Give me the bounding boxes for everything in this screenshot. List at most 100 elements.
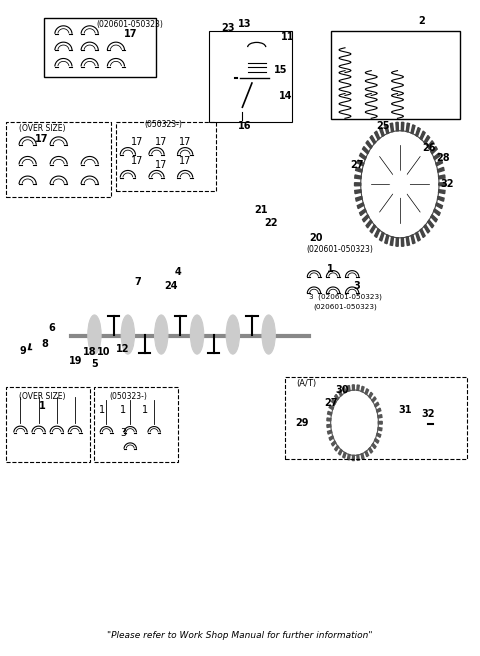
Polygon shape <box>416 232 420 241</box>
Text: 13: 13 <box>238 19 252 30</box>
Bar <box>6 122 111 197</box>
Text: (OVER SIZE): (OVER SIZE) <box>19 124 65 133</box>
Polygon shape <box>369 392 372 398</box>
Polygon shape <box>437 196 444 201</box>
Polygon shape <box>352 455 354 461</box>
Polygon shape <box>378 428 382 431</box>
Circle shape <box>364 135 436 234</box>
Polygon shape <box>335 394 339 400</box>
Text: 7: 7 <box>134 277 141 287</box>
Polygon shape <box>380 232 384 241</box>
Text: 10: 10 <box>97 346 111 356</box>
Text: (020601-050323): (020601-050323) <box>97 20 164 29</box>
Polygon shape <box>431 215 437 222</box>
Text: 17: 17 <box>131 156 144 167</box>
Circle shape <box>390 171 409 197</box>
Bar <box>248 47 266 79</box>
Polygon shape <box>406 123 409 132</box>
Polygon shape <box>372 443 376 449</box>
Text: 20: 20 <box>310 233 323 243</box>
Polygon shape <box>343 452 346 458</box>
Polygon shape <box>390 237 394 245</box>
Text: 27: 27 <box>350 159 364 170</box>
Polygon shape <box>378 415 382 418</box>
Text: 8: 8 <box>41 339 48 350</box>
Bar <box>116 122 216 191</box>
Polygon shape <box>390 123 394 132</box>
Text: 16: 16 <box>238 121 252 131</box>
Polygon shape <box>356 196 362 201</box>
Polygon shape <box>378 421 382 424</box>
Ellipse shape <box>155 315 168 354</box>
Text: 17: 17 <box>131 137 144 147</box>
Text: 17: 17 <box>35 134 48 144</box>
Text: 1: 1 <box>38 401 45 411</box>
Text: 3: 3 <box>120 428 126 438</box>
Polygon shape <box>365 451 369 457</box>
Polygon shape <box>352 385 354 390</box>
Polygon shape <box>343 387 346 393</box>
Text: 1: 1 <box>98 405 105 415</box>
Polygon shape <box>355 175 361 179</box>
Polygon shape <box>376 408 381 413</box>
Polygon shape <box>420 131 425 140</box>
Polygon shape <box>332 400 336 405</box>
Polygon shape <box>374 131 380 140</box>
Polygon shape <box>355 190 361 194</box>
Ellipse shape <box>191 315 204 354</box>
Text: 22: 22 <box>264 218 278 228</box>
Polygon shape <box>416 127 420 136</box>
Polygon shape <box>357 203 364 209</box>
Polygon shape <box>374 229 380 237</box>
Polygon shape <box>361 453 364 459</box>
Polygon shape <box>424 225 430 233</box>
Polygon shape <box>376 433 381 438</box>
Polygon shape <box>329 436 334 440</box>
Text: 28: 28 <box>436 153 450 163</box>
Polygon shape <box>328 411 332 415</box>
Text: 18: 18 <box>83 346 96 356</box>
Polygon shape <box>372 397 376 402</box>
Polygon shape <box>385 125 389 134</box>
Polygon shape <box>370 136 376 144</box>
Polygon shape <box>433 153 440 159</box>
Text: (020601-050323): (020601-050323) <box>313 304 377 310</box>
Text: 3  (020601-050323): 3 (020601-050323) <box>309 293 382 300</box>
Polygon shape <box>360 153 366 159</box>
Polygon shape <box>385 235 389 244</box>
Bar <box>285 377 467 459</box>
Polygon shape <box>356 167 362 173</box>
Polygon shape <box>439 183 445 186</box>
Text: (020601-050323): (020601-050323) <box>307 245 373 254</box>
Text: 6: 6 <box>48 323 55 333</box>
Polygon shape <box>357 455 359 461</box>
Polygon shape <box>338 449 342 455</box>
Text: 30: 30 <box>336 385 349 395</box>
Polygon shape <box>357 160 364 166</box>
Text: 3: 3 <box>354 281 360 291</box>
Bar <box>95 387 178 462</box>
Text: (050323-): (050323-) <box>144 119 182 129</box>
Polygon shape <box>436 160 443 166</box>
Polygon shape <box>362 146 369 154</box>
Text: 17: 17 <box>179 156 192 167</box>
Ellipse shape <box>88 315 101 354</box>
Text: 17: 17 <box>179 137 192 147</box>
Polygon shape <box>431 146 437 154</box>
Polygon shape <box>327 424 331 428</box>
Polygon shape <box>355 183 361 186</box>
Polygon shape <box>369 447 372 453</box>
Polygon shape <box>420 229 425 237</box>
Text: (OVER SIZE): (OVER SIZE) <box>19 392 65 401</box>
Polygon shape <box>366 220 372 228</box>
Polygon shape <box>411 235 415 244</box>
Polygon shape <box>335 445 339 451</box>
Polygon shape <box>370 225 376 233</box>
Ellipse shape <box>262 315 276 354</box>
Polygon shape <box>424 136 430 144</box>
Polygon shape <box>437 167 444 173</box>
Text: 25: 25 <box>376 121 390 131</box>
Polygon shape <box>362 215 369 222</box>
Polygon shape <box>360 209 366 216</box>
Text: 1: 1 <box>120 405 126 415</box>
